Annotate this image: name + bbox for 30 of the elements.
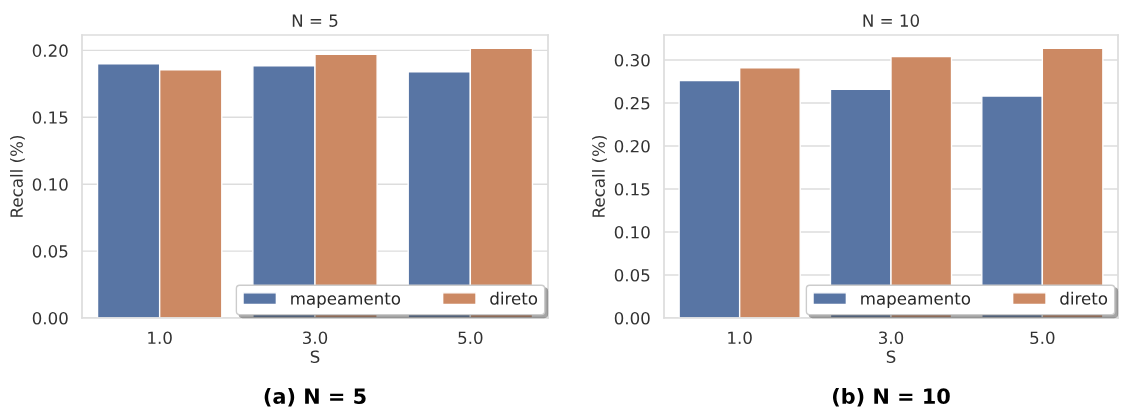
legend-label: direto bbox=[1060, 291, 1108, 305]
x-tick-label: 5.0 bbox=[1030, 331, 1055, 345]
x-axis-title: S bbox=[886, 350, 896, 363]
x-axis-title: S bbox=[310, 350, 320, 363]
y-tick-label: 0.05 bbox=[32, 245, 68, 258]
y-tick-label: 0.05 bbox=[614, 268, 650, 282]
y-axis-title: Recall (%) bbox=[10, 136, 25, 217]
x-tick-label: 1.0 bbox=[728, 331, 752, 345]
y-tick-label: 0.10 bbox=[614, 225, 650, 239]
y-tick-label: 0.00 bbox=[614, 311, 650, 325]
x-tick-label: 5.0 bbox=[458, 331, 483, 345]
y-tick-label: 0.10 bbox=[32, 178, 68, 191]
chart-title: N = 5 bbox=[292, 14, 338, 27]
chart-title: N = 10 bbox=[863, 14, 920, 27]
text: (b) N = 10 bbox=[832, 387, 950, 407]
y-tick-label: 0.15 bbox=[32, 111, 68, 124]
x-tick-label: 3.0 bbox=[879, 331, 904, 345]
y-tick-label: 0.15 bbox=[614, 182, 650, 196]
x-tick-label: 1.0 bbox=[148, 331, 172, 345]
x-tick-label: 3.0 bbox=[303, 331, 328, 345]
y-tick-label: 0.25 bbox=[614, 96, 650, 110]
legend-label: mapeamento bbox=[861, 292, 971, 308]
y-tick-label: 0.00 bbox=[32, 311, 68, 325]
text: (a) N = 5 bbox=[264, 387, 366, 407]
y-axis-title: Recall (%) bbox=[592, 136, 607, 217]
legend-label: mapeamento bbox=[291, 292, 401, 308]
legend-label: direto bbox=[490, 291, 538, 305]
y-tick-label: 0.20 bbox=[614, 139, 650, 153]
y-tick-label: 0.20 bbox=[32, 44, 68, 57]
y-tick-label: 0.30 bbox=[614, 53, 650, 67]
